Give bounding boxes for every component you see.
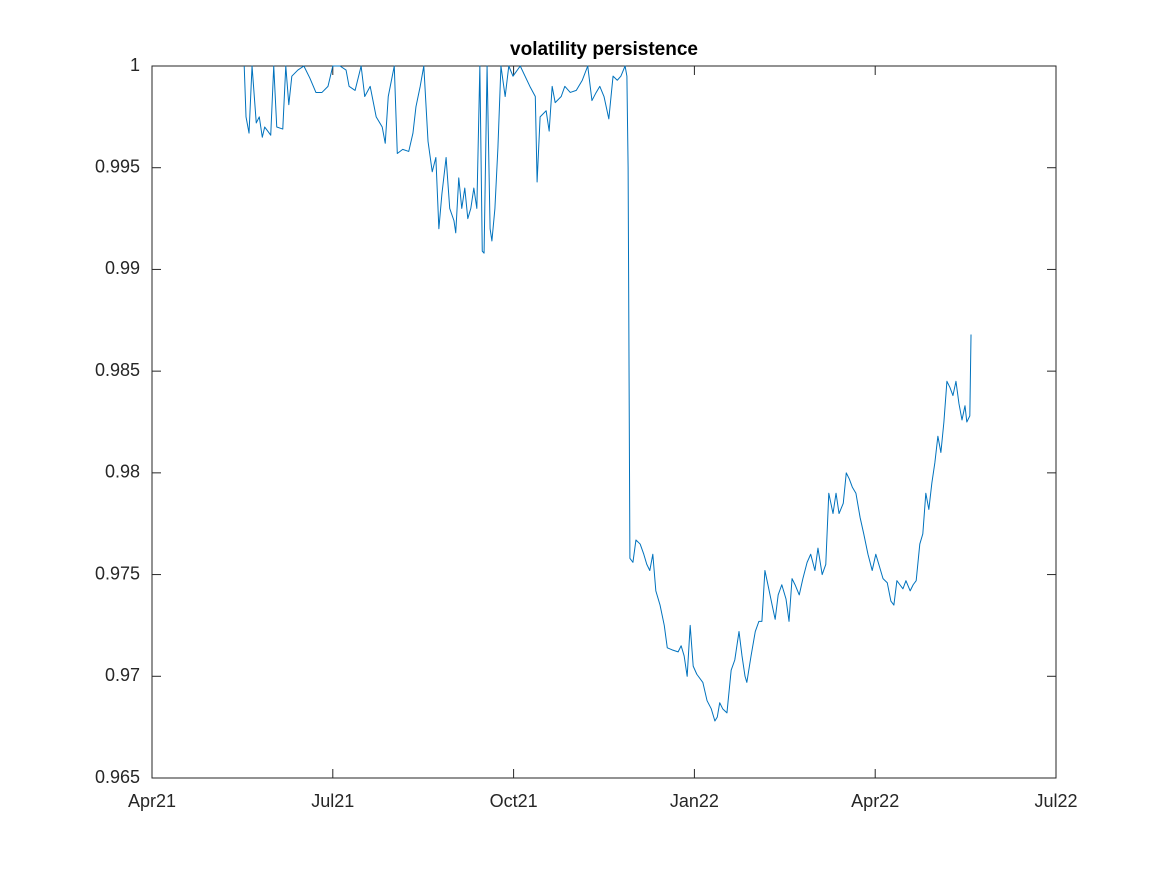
plot-box (151, 65, 1057, 779)
x-tick-label: Jul21 (311, 791, 354, 811)
data-line (243, 65, 972, 722)
y-tick-label: 0.99 (105, 258, 140, 278)
x-tick-label: Apr21 (128, 791, 176, 811)
x-tick-label: Apr22 (851, 791, 899, 811)
y-tick-label: 0.965 (95, 767, 140, 787)
y-tick-label: 0.97 (105, 665, 140, 685)
y-tick-label: 1 (130, 55, 140, 75)
chart-title: volatility persistence (510, 39, 698, 60)
y-tick-label: 0.985 (95, 360, 140, 380)
y-tick-label: 0.995 (95, 156, 140, 176)
y-tick-label: 0.975 (95, 563, 140, 583)
y-tick-label: 0.98 (105, 462, 140, 482)
x-tick-label: Jul22 (1034, 791, 1077, 811)
x-tick-label: Jan22 (670, 791, 719, 811)
x-tick-label: Oct21 (490, 791, 538, 811)
